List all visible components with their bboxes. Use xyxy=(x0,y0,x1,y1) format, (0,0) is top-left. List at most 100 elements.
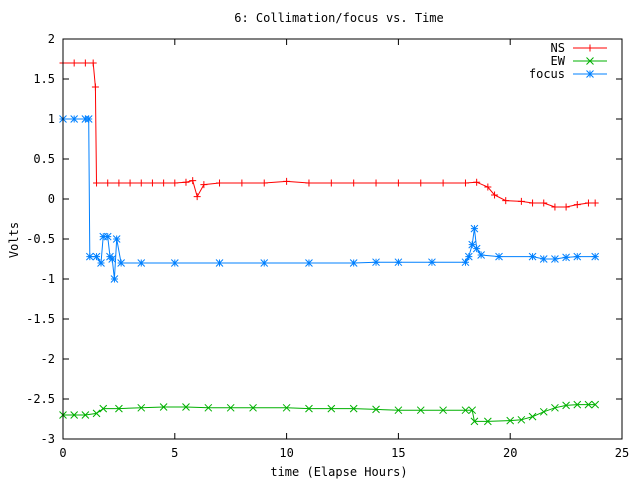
series-ew xyxy=(59,400,600,426)
data-point xyxy=(200,181,208,189)
y-tick-label: -0.5 xyxy=(26,232,55,246)
data-point xyxy=(70,115,79,123)
series-focus xyxy=(59,115,600,283)
data-point xyxy=(540,199,548,207)
data-point xyxy=(483,417,492,426)
data-point xyxy=(327,404,336,413)
data-point xyxy=(591,400,600,409)
data-point xyxy=(350,179,358,187)
data-point xyxy=(484,183,492,191)
series-ns xyxy=(59,59,599,211)
data-point xyxy=(189,177,197,185)
data-point xyxy=(591,252,600,261)
legend-marker xyxy=(586,70,594,78)
data-point xyxy=(562,203,570,211)
data-point xyxy=(91,83,99,91)
data-point xyxy=(282,403,291,412)
data-point xyxy=(468,240,477,249)
data-point xyxy=(92,409,101,418)
x-axis-label: time (Elapse Hours) xyxy=(270,465,407,479)
x-tick-label: 15 xyxy=(391,446,405,460)
data-point xyxy=(591,199,599,207)
data-point xyxy=(137,259,146,267)
data-point xyxy=(573,252,582,261)
data-point xyxy=(137,179,145,187)
data-point xyxy=(137,403,146,412)
data-point xyxy=(260,179,268,187)
data-point xyxy=(110,275,119,283)
data-point xyxy=(99,232,108,241)
data-point xyxy=(539,255,548,263)
y-tick-label: -1.5 xyxy=(26,312,55,326)
data-point xyxy=(283,177,291,185)
data-point xyxy=(416,406,425,415)
legend-label: EW xyxy=(551,54,566,68)
x-tick-label: 20 xyxy=(503,446,517,460)
series-group xyxy=(59,59,600,426)
data-point xyxy=(70,411,79,419)
data-point xyxy=(562,253,570,262)
data-point xyxy=(470,417,479,426)
data-point xyxy=(394,179,402,187)
data-point xyxy=(305,404,313,413)
data-point xyxy=(170,259,179,267)
data-point xyxy=(215,259,224,267)
data-point xyxy=(584,199,592,207)
data-point xyxy=(89,59,97,67)
data-point xyxy=(517,415,526,424)
data-point xyxy=(93,179,101,187)
data-point xyxy=(260,259,269,267)
data-point xyxy=(81,411,90,419)
data-point xyxy=(117,259,125,267)
data-point xyxy=(372,258,380,267)
data-point xyxy=(461,258,470,267)
data-point xyxy=(349,259,358,267)
data-point xyxy=(461,179,469,187)
data-point xyxy=(97,259,105,267)
plot-frame xyxy=(62,38,623,440)
x-tick-label: 10 xyxy=(279,446,293,460)
data-point xyxy=(372,405,380,414)
data-point xyxy=(81,59,89,67)
x-tick-label: 5 xyxy=(171,446,178,460)
legend-marker xyxy=(586,44,594,52)
data-point xyxy=(115,179,123,187)
data-point xyxy=(573,201,581,209)
data-point xyxy=(216,179,224,187)
y-tick-label: 1 xyxy=(48,112,55,126)
data-point xyxy=(551,203,559,211)
data-point xyxy=(92,252,101,261)
data-point xyxy=(551,403,559,412)
data-point xyxy=(394,258,403,267)
data-point xyxy=(115,404,123,413)
data-point xyxy=(461,406,470,415)
data-point xyxy=(528,412,537,421)
y-axis-label: Volts xyxy=(7,222,21,258)
data-point xyxy=(305,179,313,187)
data-point xyxy=(182,178,190,186)
data-point xyxy=(171,179,179,187)
data-point xyxy=(226,403,235,412)
data-point xyxy=(148,179,156,187)
data-point xyxy=(439,406,447,415)
data-point xyxy=(506,416,515,425)
data-point xyxy=(491,191,499,199)
y-tick-label: -2 xyxy=(41,352,55,366)
data-point xyxy=(573,400,582,409)
data-point xyxy=(495,252,503,261)
data-point xyxy=(470,224,479,233)
data-point xyxy=(238,179,246,187)
data-point xyxy=(160,179,168,187)
y-tick-label: 2 xyxy=(48,32,55,46)
x-tick-label: 25 xyxy=(615,446,629,460)
y-tick-label: -3 xyxy=(41,432,55,446)
y-tick-label: 1.5 xyxy=(33,72,55,86)
data-point xyxy=(529,199,537,207)
data-point xyxy=(394,406,403,415)
data-point xyxy=(159,403,168,411)
legend-label: focus xyxy=(529,67,565,81)
data-point xyxy=(70,59,78,67)
data-point xyxy=(108,255,117,263)
